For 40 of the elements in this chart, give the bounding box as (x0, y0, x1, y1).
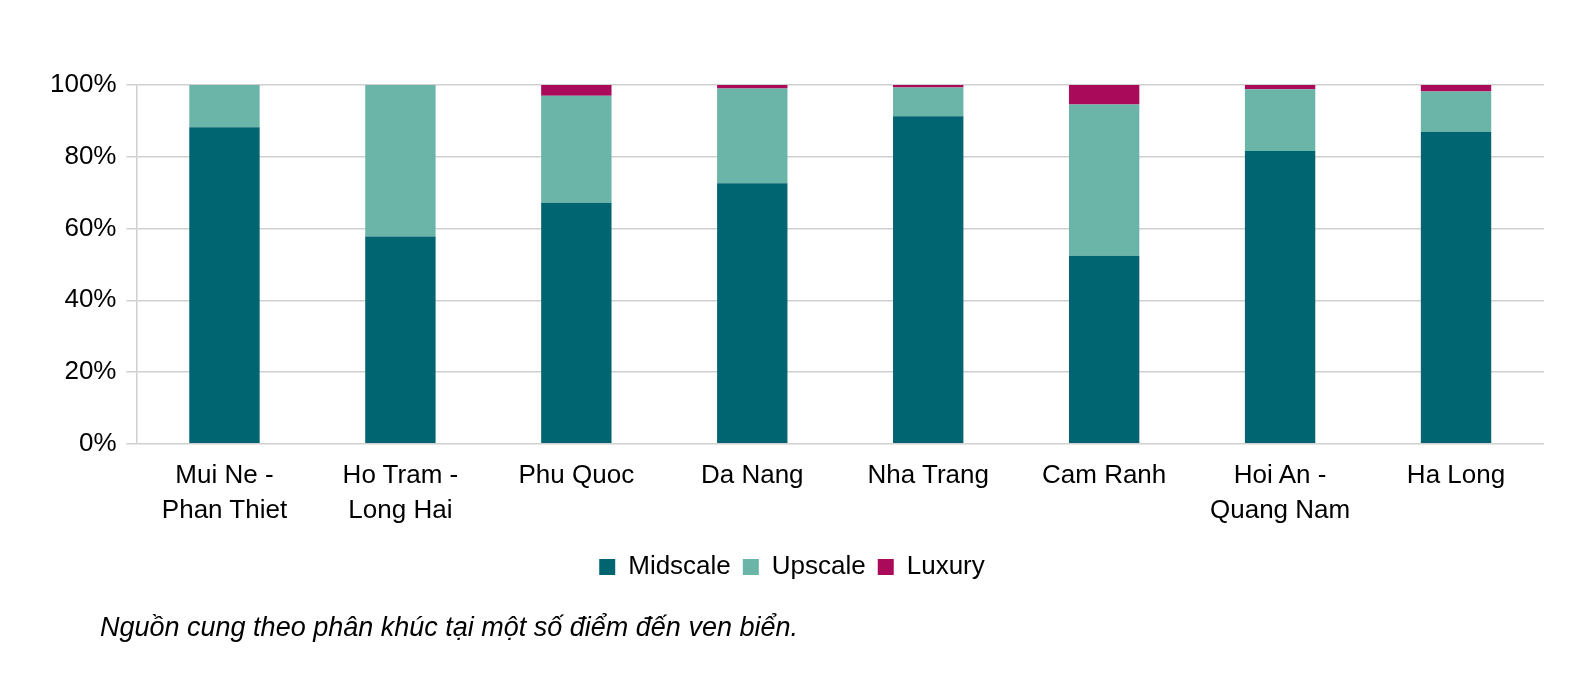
y-tick-label: 0% (78, 426, 117, 457)
bar (1068, 104, 1140, 256)
x-tick-label: Hoi An - Quang Nam (1210, 458, 1351, 524)
x-tick-label: Mui Ne - Phan Thiet (161, 458, 288, 524)
legend-label: Midscale (628, 550, 731, 581)
bar (1244, 151, 1316, 444)
bar (717, 88, 788, 184)
legend-label: Luxury (906, 550, 985, 581)
bar (189, 85, 260, 128)
bar (365, 236, 436, 444)
y-tick-label: 100% (50, 68, 117, 99)
text: Nguồn cung theo phân khúc tại một số điểm đến ven biển. (100, 612, 798, 643)
y-tick-label: 80% (64, 139, 117, 170)
bar (1068, 85, 1140, 105)
x-tick-label: Nha Trang (867, 458, 989, 489)
bar (1420, 131, 1492, 444)
bar (541, 85, 612, 96)
bar (189, 127, 260, 444)
bar (1420, 91, 1492, 132)
bar (1244, 85, 1316, 90)
x-tick-label: Ho Tram - Long Hai (342, 458, 459, 524)
bar (717, 183, 788, 444)
x-tick-label: Phu Quoc (518, 458, 635, 489)
bar (541, 95, 612, 203)
bar (1068, 255, 1140, 444)
x-tick-label: Ha Long (1406, 458, 1506, 489)
x-tick-label: Cam Ranh (1042, 458, 1167, 489)
bar (541, 202, 612, 444)
y-tick-label: 40% (64, 283, 117, 314)
bar (1244, 89, 1316, 152)
bar (1420, 85, 1492, 92)
bar (893, 85, 964, 88)
y-tick-label: 20% (64, 355, 117, 386)
bar (717, 85, 788, 89)
x-tick-label: Da Nang (700, 458, 804, 489)
bar (893, 87, 964, 117)
legend-label: Upscale (771, 550, 866, 581)
bar (365, 85, 436, 237)
y-tick-label: 60% (64, 211, 117, 242)
bar (893, 116, 964, 444)
